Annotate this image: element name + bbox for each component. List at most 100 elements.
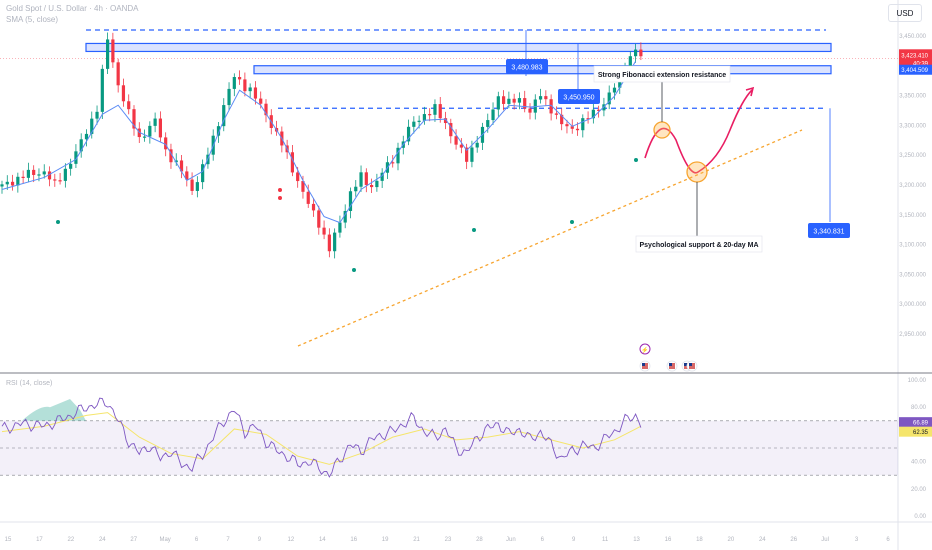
time-tick-label: 7 [226,537,230,543]
candle-body [581,118,585,131]
us-flag-canton [684,363,687,366]
price-tick-label: 3,050.000 [899,272,926,278]
currency-button[interactable]: USD [888,4,922,22]
price-tick-label: 3,100.000 [899,243,926,249]
rsi-ma-value-tag [899,426,932,437]
rsi-value: 66.89 [913,421,929,427]
candle-body [84,133,89,140]
time-tick-label: 6 [195,537,199,543]
sma-price-tag [899,64,932,75]
rsi-tick-label: 80.00 [911,405,927,411]
candle-body [491,109,495,121]
candle-body [597,109,601,111]
candle-body [185,171,189,180]
candle-body [433,104,437,115]
current-price-value: 3,423.410 [901,53,928,59]
candle-body [449,123,453,137]
price-tick-label: 3,150.000 [899,213,926,219]
candle-body [116,62,120,86]
candle-body [5,181,9,185]
candle-body [111,39,115,63]
candle-body [327,234,331,252]
time-tick-label: Jul [821,537,829,543]
candle-body [359,172,363,187]
signal-marker [278,188,282,192]
time-tick-label: 13 [633,537,640,543]
time-tick-label: 17 [36,537,43,543]
candle-body [538,96,543,100]
us-flag-canton [689,363,692,366]
price-tick-label: 3,300.000 [899,123,926,129]
candle-body [428,114,432,116]
candle-body [95,111,99,119]
indicator-title: SMA (5, close) [6,15,59,24]
candle-body [179,160,184,172]
level-3-label-box [808,223,850,238]
candle-body [259,98,263,104]
candle-body [132,109,136,129]
candle-body [264,103,268,116]
symbol-title: Gold Spot / U.S. Dollar · 4h · OANDA [6,4,139,13]
candle-body [232,77,236,89]
candle-body [549,99,553,114]
time-tick-label: 3 [855,537,859,543]
projected-arrow [745,86,755,97]
signal-marker [352,268,356,272]
lightning-event-icon [639,343,651,355]
time-tick-label: 19 [382,537,389,543]
current-price-tag [899,49,932,68]
candle-body [100,68,104,112]
candle-body [21,176,25,178]
candle-body [575,128,580,131]
time-tick-label: 18 [696,537,703,543]
candle-body [169,149,173,163]
projected-path [644,89,753,174]
rsi-tick-label: 100.00 [908,378,927,384]
level-2-label-box [558,89,600,104]
time-tick-label: 12 [288,537,295,543]
time-tick-label: 6 [886,537,890,543]
candle-body [560,114,564,125]
candle-body [16,176,20,186]
candle-body [248,87,252,92]
price-tick-label: 3,000.000 [899,302,926,308]
candle-body [53,179,57,181]
candle-body [544,96,548,100]
price-axis-panel [898,0,932,550]
candle-body [475,142,479,148]
candle-body [338,222,342,233]
candle-body [364,172,368,185]
candle-body [195,182,199,191]
support-highlight [686,161,708,183]
candle-body [190,179,194,191]
candle-body [443,118,448,124]
level-1-label-box [506,59,548,74]
signal-marker [56,220,60,224]
time-tick-label: 28 [476,537,483,543]
candle-body [502,96,506,104]
candle-body [142,136,147,138]
candle-body [438,104,442,119]
price-tick-label: 2,950.000 [899,332,926,338]
support-annotation: Psychological support & 20-day MA [639,242,758,249]
us-flag-canton [669,363,672,366]
candle-body [565,124,569,127]
candle-body [164,137,168,150]
candle-body [0,184,4,187]
rsi-ma-value: 62.35 [913,430,929,436]
candle-body [74,151,78,164]
time-tick-label: 21 [413,537,420,543]
candle-body [554,113,558,115]
time-tick-label: 6 [541,537,545,543]
candle-body [153,118,157,126]
candle-body [69,163,73,169]
candle-body [412,121,416,127]
candle-body [343,210,347,223]
candle-body [47,171,52,180]
candle-body [391,162,395,164]
rsi-band [0,420,898,476]
candle-body [127,101,131,110]
price-tick-label: 3,250.000 [899,153,926,159]
candle-body [148,125,152,137]
